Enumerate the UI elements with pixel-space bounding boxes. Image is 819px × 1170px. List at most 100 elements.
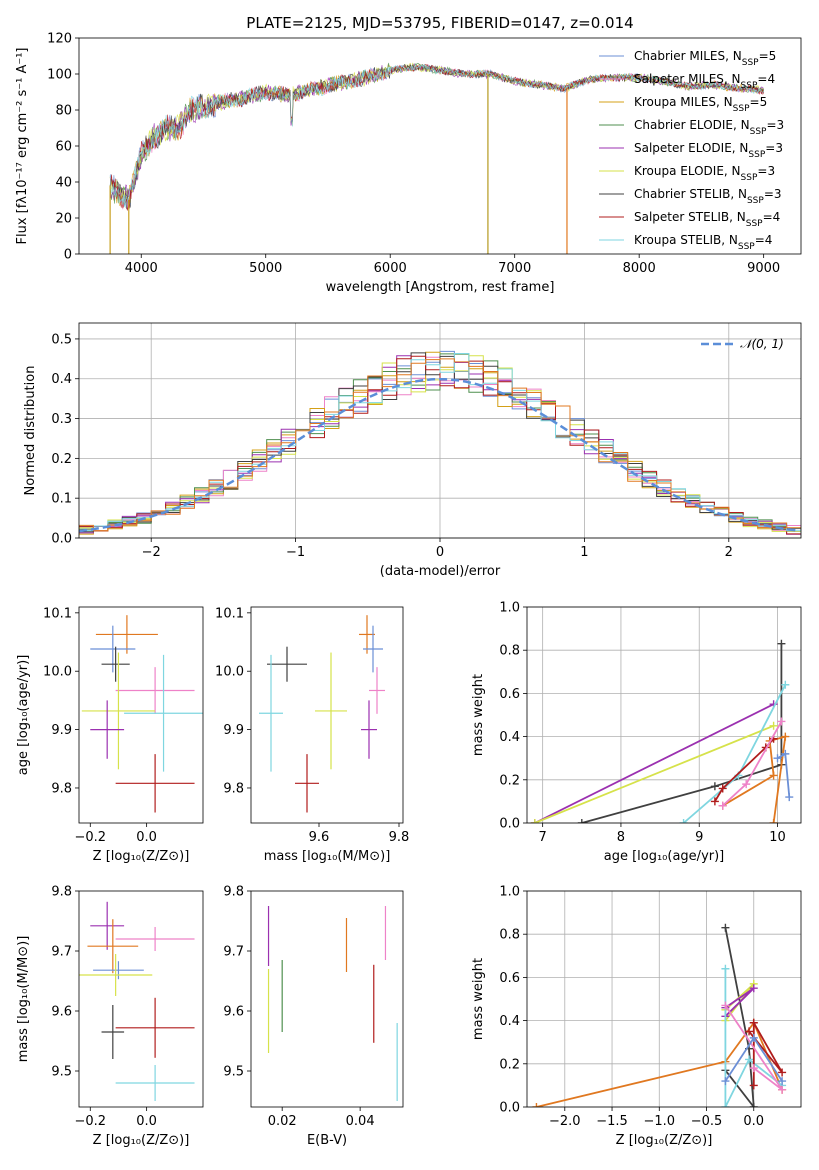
- legend-sub: SSP: [747, 196, 764, 206]
- y-tick-label: 9.9: [223, 723, 244, 738]
- axes-frame: [78, 37, 802, 255]
- x-tick-label: 0.02: [268, 1114, 297, 1129]
- y-axis-label: mass weight: [471, 958, 486, 1040]
- x-tick-label: 9000: [747, 261, 780, 276]
- weight-marker: [778, 1085, 787, 1094]
- legend-sub: SSP: [738, 242, 755, 252]
- spectrum-chabrier-stelib: [109, 63, 764, 210]
- legend-entry: Chabrier STELIB, NSSP=3: [634, 187, 782, 206]
- weight-marker: [769, 819, 778, 823]
- y-tick-label: 9.8: [51, 885, 72, 900]
- x-axis-label: Z [log₁₀(Z/Z⊙)]: [93, 1133, 190, 1148]
- y-tick-label: 0.0: [499, 1101, 520, 1116]
- y-tick-label: 0.4: [51, 372, 72, 387]
- y-tick-label: 0.8: [499, 928, 520, 943]
- y-tick-label: 120: [47, 32, 72, 47]
- y-axis-label: Normed distribution: [23, 366, 38, 496]
- weight-marker: [721, 1103, 730, 1107]
- y-tick-label: 10.1: [215, 606, 244, 621]
- legend-sub: SSP: [733, 104, 750, 114]
- weight-line: [748, 1019, 783, 1086]
- plot-area: [259, 615, 385, 813]
- y-tick-label: 0.1: [51, 492, 72, 507]
- legend-entry: Chabrier MILES, NSSP=5: [634, 49, 776, 68]
- legend-sub: SSP: [746, 219, 763, 229]
- legend-tail: =4: [755, 233, 773, 247]
- x-tick-label: 4000: [125, 261, 158, 276]
- legend-tail: =3: [764, 187, 782, 201]
- x-tick-label: −1.0: [643, 1114, 675, 1129]
- y-tick-label: 0.4: [499, 730, 520, 745]
- weight-marker: [749, 1018, 758, 1027]
- y-axis-label: mass [log₁₀(M/M⊙)]: [16, 936, 31, 1063]
- legend-sub: SSP: [750, 127, 767, 137]
- weight-marker: [530, 819, 539, 823]
- y-tick-label: 9.7: [223, 945, 244, 960]
- axes-frame: [78, 890, 204, 1108]
- x-tick-label: −2: [142, 545, 161, 560]
- y-tick-label: 0.5: [51, 332, 72, 347]
- weight-marker: [577, 819, 586, 823]
- legend-tail: =3: [765, 141, 783, 155]
- weight-marker: [769, 721, 778, 730]
- x-tick-label: −0.5: [691, 1114, 723, 1129]
- x-tick-label: 10: [769, 830, 786, 845]
- legend-entry: Kroupa MILES, NSSP=5: [634, 95, 767, 114]
- x-tick-label: 2: [725, 545, 733, 560]
- weight-marker: [718, 801, 727, 810]
- y-tick-label: 1.0: [499, 885, 520, 900]
- x-tick-label: −1: [286, 545, 305, 560]
- y-tick-label: 9.9: [51, 723, 72, 738]
- y-tick-label: 9.5: [223, 1065, 244, 1080]
- panel-4: 9.6 9.8 9.8 9.9 10.0 10.1 mass [log₁₀(M/M⊙)]: [215, 606, 409, 864]
- y-tick-label: 9.6: [223, 1005, 244, 1020]
- legend-entry: Salpeter ELODIE, NSSP=3: [634, 141, 783, 160]
- weight-marker: [532, 1103, 541, 1107]
- y-tick-label: 0: [64, 248, 72, 263]
- x-axis-label: E(B-V): [307, 1133, 347, 1148]
- x-tick-label: 1: [580, 545, 588, 560]
- y-tick-label: 1.0: [499, 601, 520, 616]
- weight-marker: [769, 771, 778, 780]
- y-tick-label: 0.2: [499, 773, 520, 788]
- weight-marker: [718, 784, 727, 793]
- weight-marker: [721, 1077, 730, 1086]
- y-tick-label: 10.0: [43, 665, 72, 680]
- axes-frame: [250, 890, 404, 1108]
- weight-marker: [777, 717, 786, 726]
- plot-area: [267, 906, 398, 1101]
- weight-marker: [781, 680, 790, 689]
- weight-marker: [749, 1033, 758, 1042]
- panel-1: 4000 5000 6000 7000 8000 9000 0 20 40 60 80 100 120 w…: [15, 32, 802, 295]
- axes-frame: [78, 322, 802, 539]
- x-tick-label: 5000: [249, 261, 282, 276]
- weight-marker: [749, 984, 758, 993]
- x-tick-label: 8: [617, 830, 625, 845]
- weight-marker: [785, 793, 794, 802]
- axes-frame: [78, 606, 204, 824]
- y-tick-label: 0.0: [51, 532, 72, 547]
- panel-6: −0.2 0.0 9.5 9.6 9.7 9.8 Z [log₁₀(Z/Z⊙)] mass […: [16, 885, 204, 1148]
- x-tick-label: −2.0: [549, 1114, 581, 1129]
- x-tick-label: −1.5: [596, 1114, 628, 1129]
- x-axis-label: (data-model)/error: [380, 564, 501, 579]
- weight-marker: [745, 1027, 754, 1036]
- plot-area: [109, 62, 764, 254]
- weight-marker: [745, 1055, 754, 1064]
- figure-title: PLATE=2125, MJD=53795, FIBERID=0147, z=0…: [246, 14, 633, 32]
- weight-marker: [749, 1081, 758, 1090]
- spectrum-kroupa-stelib: [109, 63, 764, 208]
- y-tick-label: 9.8: [223, 885, 244, 900]
- legend-tail: =3: [757, 164, 775, 178]
- weight-marker: [773, 754, 782, 763]
- panel-7: 0.02 0.04 9.5 9.6 9.7 9.8 E(B-V): [223, 885, 404, 1148]
- weight-line: [581, 643, 783, 823]
- x-tick-label: 0: [436, 545, 444, 560]
- y-axis-label: age [log₁₀(age/yr)]: [16, 655, 31, 776]
- weight-marker: [721, 964, 730, 973]
- weight-marker: [710, 782, 719, 791]
- x-tick-label: 6000: [374, 261, 407, 276]
- y-tick-label: 0.2: [51, 452, 72, 467]
- plot-area: [530, 639, 794, 823]
- weight-marker: [781, 732, 790, 741]
